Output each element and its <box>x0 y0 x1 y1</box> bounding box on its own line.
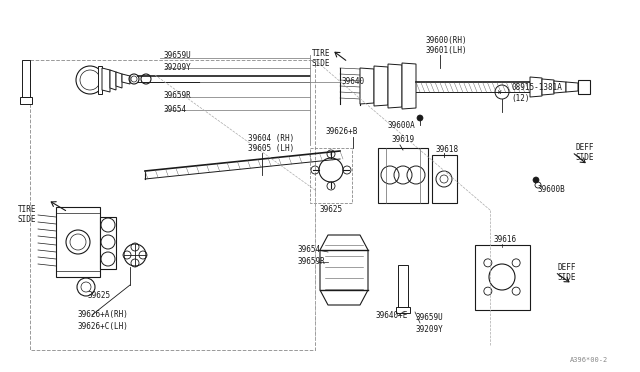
Text: 39626+A(RH): 39626+A(RH) <box>78 311 129 320</box>
Polygon shape <box>122 74 130 84</box>
Polygon shape <box>360 68 374 104</box>
Polygon shape <box>56 207 100 277</box>
Text: (12): (12) <box>511 93 529 103</box>
Polygon shape <box>554 81 566 93</box>
Bar <box>30 60 315 350</box>
Polygon shape <box>374 66 388 106</box>
Text: 39618: 39618 <box>435 145 458 154</box>
Text: 39659R: 39659R <box>297 257 324 266</box>
Text: 39626+B: 39626+B <box>325 128 357 137</box>
Polygon shape <box>22 60 30 97</box>
Text: 39209Y: 39209Y <box>163 62 191 71</box>
Polygon shape <box>116 72 122 88</box>
Text: SIDE: SIDE <box>18 215 36 224</box>
Text: TIRE: TIRE <box>312 49 330 58</box>
Polygon shape <box>398 265 408 307</box>
Text: 39619: 39619 <box>392 135 415 144</box>
Polygon shape <box>102 68 110 92</box>
Text: DEFF: DEFF <box>576 142 595 151</box>
Text: 39626+C(LH): 39626+C(LH) <box>78 321 129 330</box>
Text: 39640+E: 39640+E <box>375 311 408 321</box>
Text: 39616: 39616 <box>493 235 516 244</box>
Bar <box>310 148 352 203</box>
Text: 39601(LH): 39601(LH) <box>425 45 467 55</box>
Polygon shape <box>396 307 410 313</box>
Polygon shape <box>320 235 368 305</box>
Text: 39654: 39654 <box>163 105 186 113</box>
Text: 39600(RH): 39600(RH) <box>425 35 467 45</box>
Bar <box>578 80 590 94</box>
Polygon shape <box>378 148 428 203</box>
Text: 39625: 39625 <box>88 292 111 301</box>
Text: 39625: 39625 <box>320 205 343 215</box>
Polygon shape <box>110 70 116 90</box>
Text: SIDE: SIDE <box>576 153 595 161</box>
Text: W: W <box>499 90 502 94</box>
Polygon shape <box>530 77 542 97</box>
Text: SIDE: SIDE <box>558 273 577 282</box>
Text: DEFF: DEFF <box>558 263 577 273</box>
Text: 39640: 39640 <box>342 77 365 86</box>
Polygon shape <box>432 155 457 203</box>
Polygon shape <box>100 217 116 269</box>
Polygon shape <box>98 66 102 94</box>
Text: 39659R: 39659R <box>163 92 191 100</box>
Text: 39659U: 39659U <box>415 314 443 323</box>
Text: 39654: 39654 <box>297 246 320 254</box>
Text: A396*00-2: A396*00-2 <box>570 357 608 363</box>
Polygon shape <box>388 64 402 108</box>
Text: 08915-1381A: 08915-1381A <box>511 83 562 93</box>
Text: 39659U: 39659U <box>163 51 191 60</box>
Text: 39605 (LH): 39605 (LH) <box>248 144 294 153</box>
Polygon shape <box>542 79 554 95</box>
Text: TIRE: TIRE <box>18 205 36 215</box>
Polygon shape <box>566 82 578 92</box>
Text: 39604 (RH): 39604 (RH) <box>248 134 294 142</box>
Text: SIDE: SIDE <box>312 60 330 68</box>
Polygon shape <box>475 245 530 310</box>
Circle shape <box>417 115 423 121</box>
Text: 39600A: 39600A <box>388 122 416 131</box>
Polygon shape <box>20 97 32 104</box>
Text: 39600B: 39600B <box>538 186 566 195</box>
Text: 39209Y: 39209Y <box>415 326 443 334</box>
Polygon shape <box>402 63 416 109</box>
Circle shape <box>533 177 539 183</box>
